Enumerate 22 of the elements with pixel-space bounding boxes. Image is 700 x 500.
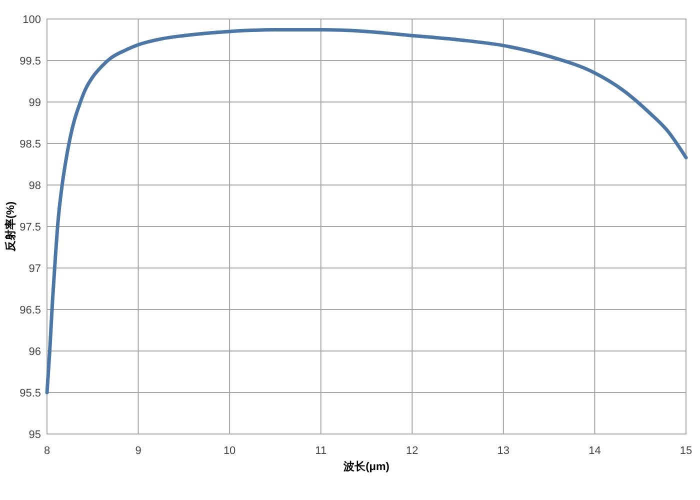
y-tick-label: 95 [28, 428, 41, 441]
x-tick-label: 9 [135, 445, 142, 457]
y-tick-label: 97 [28, 262, 41, 275]
x-tick-label: 14 [588, 445, 601, 457]
x-tick-label: 12 [406, 445, 418, 457]
y-tick-label: 99.5 [20, 55, 41, 68]
x-tick-label: 13 [497, 445, 510, 457]
x-tick-label: 8 [44, 445, 50, 457]
y-axis-title: 反射率(%) [4, 201, 17, 253]
y-tick-label: 100 [22, 14, 41, 26]
y-tick-label: 99 [28, 96, 41, 109]
x-tick-label: 10 [223, 445, 236, 457]
y-tick-label: 98.5 [20, 138, 41, 150]
y-tick-label: 96 [28, 346, 41, 358]
x-axis-title: 波长(μm) [342, 460, 390, 473]
y-tick-label: 97.5 [20, 221, 41, 234]
y-tick-label: 98 [28, 180, 41, 192]
y-tick-label: 96.5 [20, 304, 41, 316]
y-tick-label: 95.5 [20, 387, 41, 400]
x-tick-label: 15 [680, 445, 692, 457]
line-series [45, 28, 688, 394]
x-tick-label: 11 [315, 445, 327, 457]
